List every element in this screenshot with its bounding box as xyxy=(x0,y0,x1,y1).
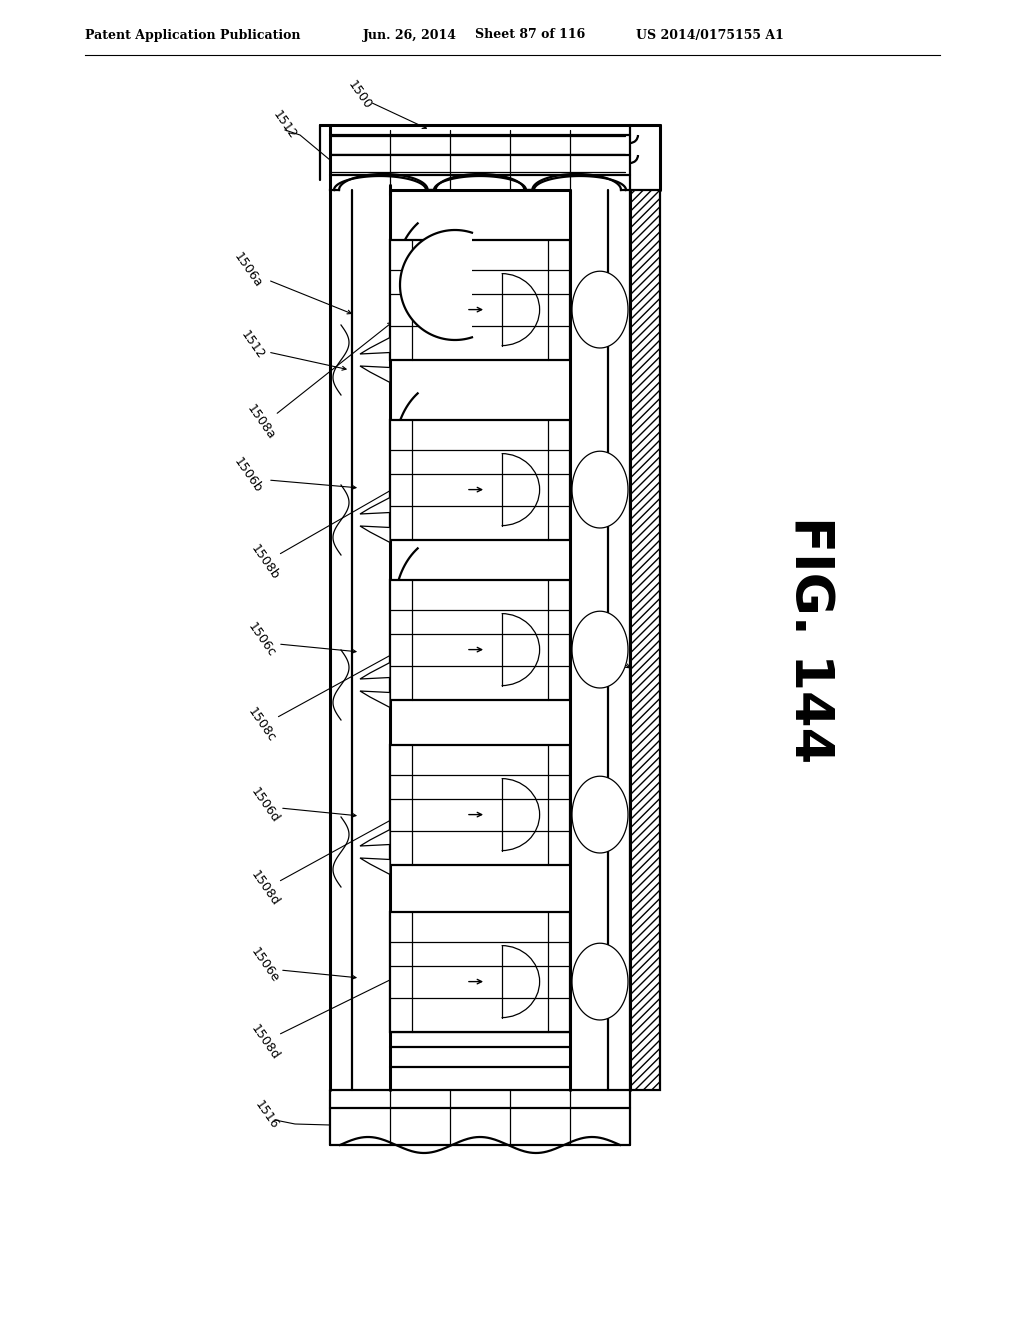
Polygon shape xyxy=(360,498,390,513)
Polygon shape xyxy=(360,829,390,846)
Text: 78: 78 xyxy=(579,630,598,651)
Polygon shape xyxy=(360,858,390,874)
Text: FIG. 144: FIG. 144 xyxy=(784,516,836,764)
Text: 1506c: 1506c xyxy=(246,620,279,660)
Text: 1523: 1523 xyxy=(475,603,505,636)
Bar xyxy=(630,190,660,1090)
Polygon shape xyxy=(360,338,390,354)
Bar xyxy=(390,744,570,865)
Text: Patent Application Publication: Patent Application Publication xyxy=(85,29,300,41)
Text: 1512: 1512 xyxy=(270,108,299,141)
Text: 1508b: 1508b xyxy=(248,543,282,582)
Polygon shape xyxy=(360,366,390,383)
Text: 1506a: 1506a xyxy=(231,249,264,290)
Polygon shape xyxy=(572,776,628,853)
Text: 1508c: 1508c xyxy=(246,705,279,744)
Text: Jun. 26, 2014: Jun. 26, 2014 xyxy=(362,29,457,41)
Bar xyxy=(390,912,570,1032)
Text: 1512: 1512 xyxy=(239,329,267,362)
Text: 1508a: 1508a xyxy=(245,403,278,442)
Polygon shape xyxy=(572,451,628,528)
Text: 1516: 1516 xyxy=(253,1098,282,1131)
Polygon shape xyxy=(572,271,628,348)
Text: 1506e: 1506e xyxy=(249,945,282,985)
Text: US 2014/0175155 A1: US 2014/0175155 A1 xyxy=(636,29,784,41)
Polygon shape xyxy=(360,525,390,543)
Bar xyxy=(390,420,570,540)
Bar xyxy=(390,240,570,360)
Polygon shape xyxy=(400,230,472,341)
Text: 1500: 1500 xyxy=(345,78,375,112)
Text: 1508d: 1508d xyxy=(248,869,282,908)
Text: Sheet 87 of 116: Sheet 87 of 116 xyxy=(475,29,586,41)
Text: 1506b: 1506b xyxy=(231,455,264,495)
Text: 1508d: 1508d xyxy=(248,1022,282,1063)
Text: 1506d: 1506d xyxy=(248,785,282,825)
Polygon shape xyxy=(360,690,390,708)
Polygon shape xyxy=(572,944,628,1020)
Bar xyxy=(390,579,570,700)
Polygon shape xyxy=(360,663,390,678)
Polygon shape xyxy=(572,611,628,688)
